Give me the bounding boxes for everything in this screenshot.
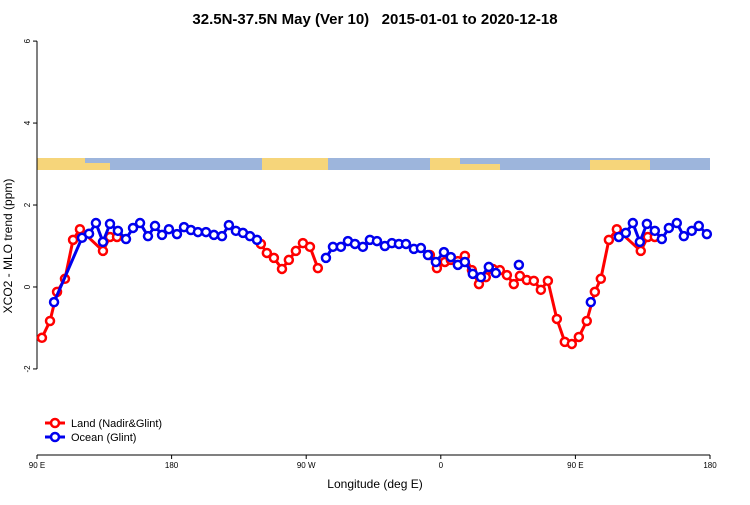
point: [261, 247, 273, 259]
point: [142, 230, 154, 242]
legend-label: Land (Nadir&Glint): [71, 418, 162, 430]
point: [97, 236, 109, 248]
point: [542, 275, 554, 287]
point: [163, 223, 175, 235]
point: [149, 220, 161, 232]
point: [208, 229, 220, 241]
point: [223, 219, 235, 231]
point: [649, 225, 661, 237]
point: [459, 256, 471, 268]
y-tick-label: 0: [23, 284, 32, 289]
y-tick-label: 4: [23, 120, 32, 125]
point: [581, 315, 593, 327]
point: [467, 268, 479, 280]
point: [192, 226, 204, 238]
point: [490, 267, 502, 279]
point: [663, 222, 675, 234]
point: [589, 286, 601, 298]
point: [44, 315, 56, 327]
point: [48, 296, 60, 308]
point: [483, 261, 495, 273]
point: [156, 229, 168, 241]
point: [134, 217, 146, 229]
x-tick-label: 90 W: [297, 461, 316, 470]
y-axis-label: XCO2 - MLO trend (ppm): [1, 179, 15, 314]
point: [74, 223, 86, 235]
point: [693, 220, 705, 232]
point: [603, 234, 615, 246]
point: [276, 263, 288, 275]
point: [127, 222, 139, 234]
point: [551, 313, 563, 325]
point: [641, 218, 653, 230]
point: [120, 233, 132, 245]
point: [566, 338, 578, 350]
point: [400, 238, 412, 250]
y-tick-label: 6: [23, 38, 32, 43]
point: [528, 275, 540, 287]
point: [445, 251, 457, 263]
legend-label: Ocean (Glint): [71, 432, 136, 444]
point: [90, 217, 102, 229]
point: [573, 331, 585, 343]
point: [438, 246, 450, 258]
point: [686, 225, 698, 237]
point: [513, 259, 525, 271]
point: [97, 245, 109, 257]
legend-marker: [49, 431, 61, 443]
point: [36, 332, 48, 344]
x-axis-label: Longitude (deg E): [327, 477, 422, 491]
point: [422, 249, 434, 261]
point: [251, 234, 263, 246]
point: [620, 227, 632, 239]
point: [671, 217, 683, 229]
point: [171, 228, 183, 240]
point: [67, 234, 79, 246]
x-tick-label: 180: [703, 461, 717, 470]
point: [595, 273, 607, 285]
point: [585, 296, 597, 308]
y-tick-label: 2: [23, 202, 32, 207]
point: [290, 245, 302, 257]
point: [312, 262, 324, 274]
point: [678, 230, 690, 242]
point: [508, 278, 520, 290]
point: [216, 230, 228, 242]
land-ocean-strip: [37, 158, 710, 170]
point: [304, 241, 316, 253]
point: [357, 241, 369, 253]
point: [656, 233, 668, 245]
point: [268, 252, 280, 264]
point: [430, 256, 442, 268]
point: [83, 228, 95, 239]
point: [320, 252, 332, 264]
point: [635, 245, 647, 257]
point: [104, 218, 116, 230]
point: [627, 217, 639, 229]
point: [475, 271, 487, 283]
point: [634, 236, 646, 248]
point: [415, 242, 427, 254]
point: [371, 235, 383, 247]
legend-marker: [49, 417, 61, 429]
series-line: [40, 226, 655, 346]
point: [112, 225, 124, 237]
point: [701, 228, 713, 240]
x-tick-label: 0: [439, 461, 444, 470]
point: [283, 254, 295, 266]
point: [535, 284, 547, 296]
chart-title: 32.5N-37.5N May (Ver 10) 2015-01-01 to 2…: [192, 11, 557, 28]
x-tick-label: 90 E: [29, 461, 45, 470]
point: [501, 269, 513, 281]
y-tick-label: -2: [23, 365, 32, 373]
x-tick-label: 90 E: [567, 461, 583, 470]
x-tick-label: 180: [165, 461, 179, 470]
point: [335, 241, 347, 253]
